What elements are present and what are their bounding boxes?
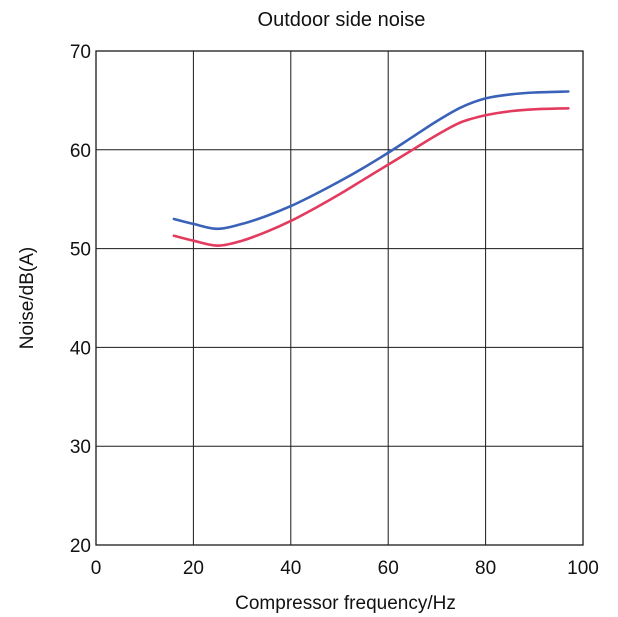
x-axis-title: Compressor frequency/Hz: [235, 593, 456, 614]
y-tick-label: 40: [70, 338, 91, 359]
y-tick-label: 20: [70, 536, 91, 557]
x-tick-label: 60: [378, 558, 399, 579]
x-tick-label: 20: [183, 558, 204, 579]
x-tick-label: 100: [567, 558, 599, 579]
y-tick-label: 30: [70, 437, 91, 458]
series-line-1: [172, 90, 570, 231]
y-tick-label: 50: [70, 240, 91, 261]
chart-title: Outdoor side noise: [258, 9, 426, 31]
x-tick-label: 0: [91, 558, 102, 579]
y-tick-labels: 20 30 40 50 60 70: [70, 42, 91, 557]
y-tick-label: 60: [70, 141, 91, 162]
y-tick-label: 70: [70, 42, 91, 63]
plot-frame: [95, 50, 584, 546]
x-tick-labels: 0 20 40 60 80 100: [91, 558, 599, 579]
series-group: [172, 90, 570, 247]
y-axis-title: Noise/dB(A): [17, 247, 38, 349]
x-tick-label: 40: [280, 558, 301, 579]
grid: [95, 50, 584, 546]
x-tick-label: 80: [475, 558, 496, 579]
series-line-2: [172, 107, 570, 247]
